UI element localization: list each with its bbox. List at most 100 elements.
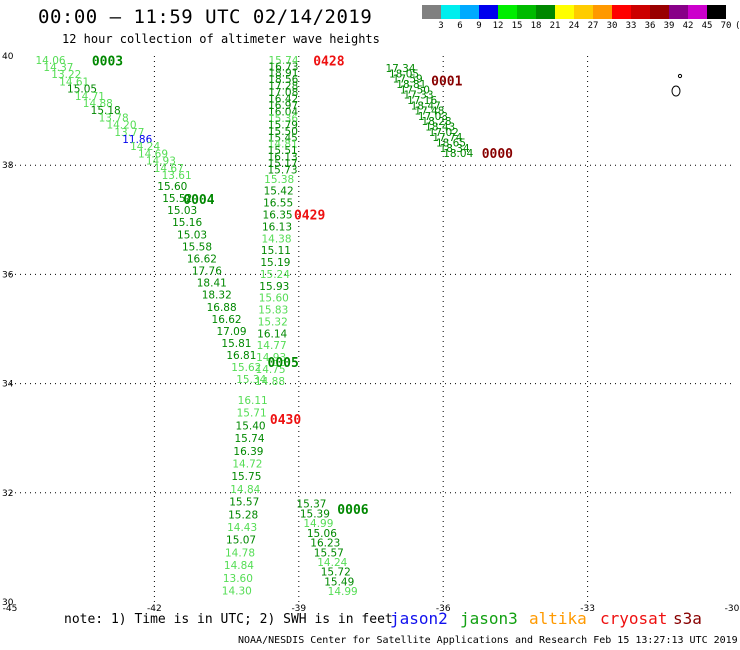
data-label: 16.81 xyxy=(226,350,256,362)
data-label: 18.91 xyxy=(268,68,298,80)
data-label: 14.20 xyxy=(106,120,136,132)
data-label: 15.06 xyxy=(307,528,337,540)
chart-subtitle: 12 hour collection of altimeter wave hei… xyxy=(62,32,380,46)
scale-swatch xyxy=(688,5,707,19)
data-label: 15.49 xyxy=(324,576,354,588)
data-label: 16.88 xyxy=(207,302,237,314)
legend-jason2: jason2 xyxy=(390,609,448,628)
data-label: 17.34 xyxy=(385,63,415,75)
data-label: 13.77 xyxy=(114,127,144,139)
data-label: 16.11 xyxy=(238,395,268,407)
scale-label: 24 xyxy=(568,21,580,31)
data-label: 17.28 xyxy=(268,81,298,93)
scale-label: 3 xyxy=(438,21,444,31)
data-label: 18.05 xyxy=(389,68,419,80)
data-label: 17.50 xyxy=(400,84,430,96)
data-label: 17.48 xyxy=(414,106,444,118)
x-tick-label: -39 xyxy=(291,604,306,614)
time-annotation: 0428 xyxy=(313,54,344,69)
data-label: 15.03 xyxy=(177,229,207,241)
data-label: 15.81 xyxy=(221,338,251,350)
scale-label: 9 xyxy=(476,21,482,31)
data-label: 14.72 xyxy=(232,458,262,470)
data-label: 15.39 xyxy=(300,508,330,520)
legend-jason3: jason3 xyxy=(460,609,518,628)
data-label: 15.79 xyxy=(268,119,298,131)
data-label: 16.73 xyxy=(268,61,298,73)
data-label: 14.24 xyxy=(317,557,347,569)
data-label: 17.33 xyxy=(403,90,433,102)
legend-s3a: s3a xyxy=(673,609,702,628)
data-label: 17.02 xyxy=(429,127,459,139)
data-label: 14.77 xyxy=(257,340,287,352)
scale-swatch xyxy=(498,5,517,19)
data-label: 16.04 xyxy=(268,106,298,118)
scale-label: 12 xyxy=(492,21,504,31)
data-label: 14.69 xyxy=(138,148,168,160)
data-label: 15.03 xyxy=(167,205,197,217)
data-label: 15.74 xyxy=(268,55,298,67)
data-label: 14.37 xyxy=(43,62,73,74)
chart-title: 00:00 – 11:59 UTC 02/14/2019 xyxy=(38,6,373,28)
scale-swatch xyxy=(631,5,650,19)
data-label: 14.88 xyxy=(83,98,113,110)
scale-swatch xyxy=(479,5,498,19)
data-label: 18.34 xyxy=(440,143,470,155)
data-label: 17.59 xyxy=(393,74,423,86)
data-label: 16.97 xyxy=(268,100,298,112)
scale-label: 6 xyxy=(457,21,463,31)
data-label: 15.42 xyxy=(264,186,294,198)
data-label: 15.50 xyxy=(268,126,298,138)
scale-swatch xyxy=(650,5,669,19)
scale-swatch xyxy=(441,5,460,19)
data-label: 14.99 xyxy=(328,586,358,598)
legend-altika: altika xyxy=(529,609,587,628)
data-label: 13.60 xyxy=(223,573,253,585)
data-label: 14.38 xyxy=(261,233,291,245)
data-label: 15.71 xyxy=(237,408,267,420)
data-label: 16.13 xyxy=(268,152,298,164)
y-tick-label: 32 xyxy=(2,489,13,499)
data-label: 16.39 xyxy=(233,446,263,458)
data-label: 18.41 xyxy=(197,278,227,290)
scale-label: (ft) xyxy=(735,21,740,31)
data-label: 15.51 xyxy=(268,145,298,157)
scale-label: 18 xyxy=(530,21,542,31)
scale-swatch xyxy=(517,5,536,19)
scale-label: 39 xyxy=(663,21,675,31)
scale-swatch xyxy=(593,5,612,19)
data-label: 14.81 xyxy=(268,139,298,151)
data-label: 15.18 xyxy=(91,105,121,117)
data-label: 14.93 xyxy=(256,352,286,364)
scale-swatch xyxy=(422,5,441,19)
scale-label: 15 xyxy=(511,21,523,31)
data-label: 17.09 xyxy=(216,326,246,338)
scale-label: 45 xyxy=(701,21,713,31)
x-tick-label: -30 xyxy=(725,604,740,614)
data-label: 17.76 xyxy=(192,266,222,278)
time-annotation: 0004 xyxy=(183,193,214,208)
scale-label: 42 xyxy=(682,21,694,31)
data-label: 14.88 xyxy=(255,376,285,388)
data-label: 15.58 xyxy=(182,241,212,253)
y-tick-label: 38 xyxy=(2,161,14,171)
scale-swatch xyxy=(574,5,593,19)
data-label: 15.60 xyxy=(157,181,187,193)
data-label: 14.75 xyxy=(256,364,286,376)
time-annotation: 0429 xyxy=(294,208,325,223)
data-label: 15.24 xyxy=(260,269,290,281)
data-label: 15.28 xyxy=(228,509,258,521)
scale-label: 70 xyxy=(720,21,732,31)
y-tick-label: 36 xyxy=(2,270,14,280)
data-label: 15.32 xyxy=(258,316,288,328)
data-label: 14.99 xyxy=(303,518,333,530)
time-annotation: 0006 xyxy=(337,503,368,518)
data-label: 18.04 xyxy=(443,148,473,160)
data-label: 16.14 xyxy=(257,328,287,340)
data-label: 18.65 xyxy=(436,138,466,150)
data-label: 16.62 xyxy=(212,314,242,326)
data-label: 13.22 xyxy=(51,69,81,81)
y-tick-label: 34 xyxy=(2,380,14,390)
